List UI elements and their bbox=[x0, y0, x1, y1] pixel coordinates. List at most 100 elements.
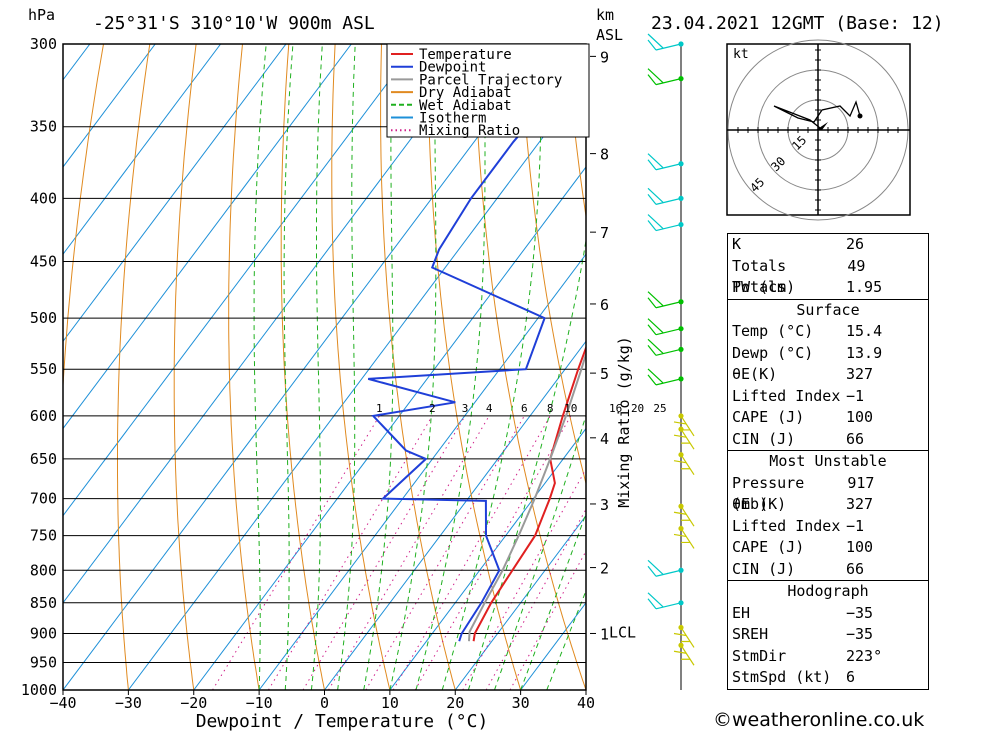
wet-adiabat-line bbox=[363, 44, 394, 690]
isotherm-line bbox=[0, 44, 25, 690]
x-tick-label: 10 bbox=[381, 694, 399, 712]
wet-adiabat-line bbox=[337, 44, 356, 690]
table-row: Totals Totals 49 bbox=[728, 256, 928, 297]
mixing-ratio-label: 3 bbox=[462, 402, 469, 415]
isotherm-line bbox=[63, 44, 222, 255]
legend-entry: Dry Adiabat bbox=[419, 85, 512, 101]
pressure-tick-label: 900 bbox=[30, 624, 57, 642]
footer-credit: ©weatheronline.co.uk bbox=[713, 709, 925, 731]
wind-barb bbox=[647, 559, 682, 577]
dry-adiabat-line bbox=[173, 44, 197, 690]
row-value: 327 bbox=[846, 495, 874, 513]
table-row: CAPE (J) 100 bbox=[728, 537, 928, 559]
hodograph-trace bbox=[773, 100, 861, 129]
row-value: 26 bbox=[846, 235, 865, 253]
mixing-ratio-line bbox=[212, 415, 380, 690]
wind-barb bbox=[647, 33, 682, 51]
mixing-ratio-label: 1 bbox=[376, 402, 383, 415]
table-row: K 26 bbox=[728, 234, 928, 256]
table-row: Pressure (mb) 917 bbox=[728, 473, 928, 514]
km-tick-label: 3 bbox=[600, 496, 609, 514]
x-tick-label: −20 bbox=[180, 694, 207, 712]
location-title: -25°31'S 310°10'W 900m ASL bbox=[93, 13, 375, 34]
pressure-tick-label: 750 bbox=[30, 527, 57, 545]
table-row: EH −35 bbox=[728, 603, 928, 625]
mixing-ratio-axis-title: Mixing Ratio (g/kg) bbox=[615, 336, 633, 508]
isotherm-line bbox=[389, 427, 586, 690]
hodograph-unit: kt bbox=[733, 47, 749, 62]
x-axis-title: Dewpoint / Temperature (°C) bbox=[196, 711, 489, 732]
table-row: StmDir 223° bbox=[728, 646, 928, 668]
asl-unit: ASL bbox=[596, 26, 623, 44]
table-row: Lifted Index −1 bbox=[728, 516, 928, 538]
pressure-tick-label: 550 bbox=[30, 360, 57, 378]
mixing-ratio-label: 6 bbox=[521, 402, 528, 415]
wind-barb bbox=[673, 454, 695, 476]
mixing-ratio-line bbox=[302, 415, 466, 690]
surface-header: Surface bbox=[796, 300, 860, 319]
mixing-ratio-label: 10 bbox=[564, 402, 577, 415]
wind-barb bbox=[673, 627, 695, 648]
wind-barb bbox=[673, 528, 695, 549]
table-row: Dewp (°C) 13.9 bbox=[728, 343, 928, 365]
km-tick-label: 7 bbox=[600, 224, 609, 242]
dry-adiabat-line bbox=[63, 44, 104, 690]
pressure-tick-label: 400 bbox=[30, 189, 57, 207]
row-value: 223° bbox=[846, 646, 883, 665]
row-value: 917 bbox=[847, 473, 875, 492]
mixing-ratio-line bbox=[509, 550, 586, 690]
row-label: CIN (J) bbox=[732, 559, 796, 578]
wind-barb bbox=[647, 338, 682, 356]
row-value: 49 bbox=[847, 256, 866, 275]
isotherm-line bbox=[454, 514, 586, 690]
row-label: Dewp (°C) bbox=[732, 343, 814, 362]
legend-entry: Isotherm bbox=[419, 111, 486, 127]
row-label: StmDir bbox=[732, 646, 787, 665]
x-tick-label: 30 bbox=[512, 694, 530, 712]
dry-adiabat-line bbox=[566, 44, 586, 220]
wet-adiabat-line bbox=[310, 44, 323, 690]
pressure-unit: hPa bbox=[28, 6, 55, 24]
plot-frame bbox=[62, 43, 587, 691]
x-tick-label: 20 bbox=[446, 694, 464, 712]
row-label: Lifted Index bbox=[732, 516, 841, 535]
dewpoint-profile bbox=[367, 44, 582, 642]
km-unit: km bbox=[596, 6, 614, 24]
mixing-ratio-label: 25 bbox=[653, 402, 666, 415]
x-tick-label: 0 bbox=[320, 694, 329, 712]
mixing-ratio-line bbox=[365, 415, 525, 690]
row-label: SREH bbox=[732, 625, 769, 643]
row-value: −35 bbox=[846, 625, 874, 643]
mixing-ratio-label: 2 bbox=[429, 402, 436, 415]
row-value: −35 bbox=[846, 603, 874, 622]
pressure-tick-label: 800 bbox=[30, 561, 57, 579]
pressure-tick-label: 600 bbox=[30, 407, 57, 425]
wind-barb bbox=[647, 187, 682, 205]
km-tick-label: 9 bbox=[600, 48, 609, 66]
row-value: 66 bbox=[846, 559, 865, 578]
pressure-tick-label: 950 bbox=[30, 653, 57, 671]
wind-barb bbox=[647, 368, 682, 386]
pressure-tick-label: 350 bbox=[30, 118, 57, 136]
row-label: Pressure (mb) bbox=[732, 473, 805, 514]
storm-motion-arrow bbox=[816, 122, 828, 130]
x-tick-label: 40 bbox=[577, 694, 595, 712]
wind-barb bbox=[647, 153, 682, 171]
row-value: 66 bbox=[846, 429, 865, 448]
pressure-tick-label: 850 bbox=[30, 594, 57, 612]
km-tick-label: 4 bbox=[600, 430, 609, 448]
isotherm-line bbox=[324, 340, 586, 690]
row-label: θE(K) bbox=[732, 365, 778, 383]
datetime-title: 23.04.2021 12GMT (Base: 12) bbox=[651, 13, 944, 34]
wind-barb bbox=[673, 428, 695, 450]
table-row: PW (cm) 1.95 bbox=[728, 277, 928, 299]
isotherm-line bbox=[193, 166, 586, 690]
table-row: SREH −35 bbox=[728, 624, 928, 646]
row-value: 327 bbox=[846, 365, 874, 383]
mixing-ratio-label: 4 bbox=[486, 402, 493, 415]
isotherm-line bbox=[258, 253, 586, 690]
mixing-ratio-line bbox=[267, 415, 433, 690]
km-tick-label: 8 bbox=[600, 146, 609, 164]
legend-entry: Temperature bbox=[419, 47, 512, 63]
